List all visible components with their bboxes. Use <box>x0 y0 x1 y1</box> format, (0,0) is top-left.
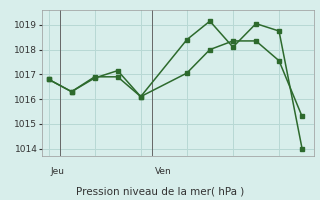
Text: Ven: Ven <box>155 167 171 176</box>
Text: Pression niveau de la mer( hPa ): Pression niveau de la mer( hPa ) <box>76 186 244 196</box>
Text: Jeu: Jeu <box>51 167 65 176</box>
